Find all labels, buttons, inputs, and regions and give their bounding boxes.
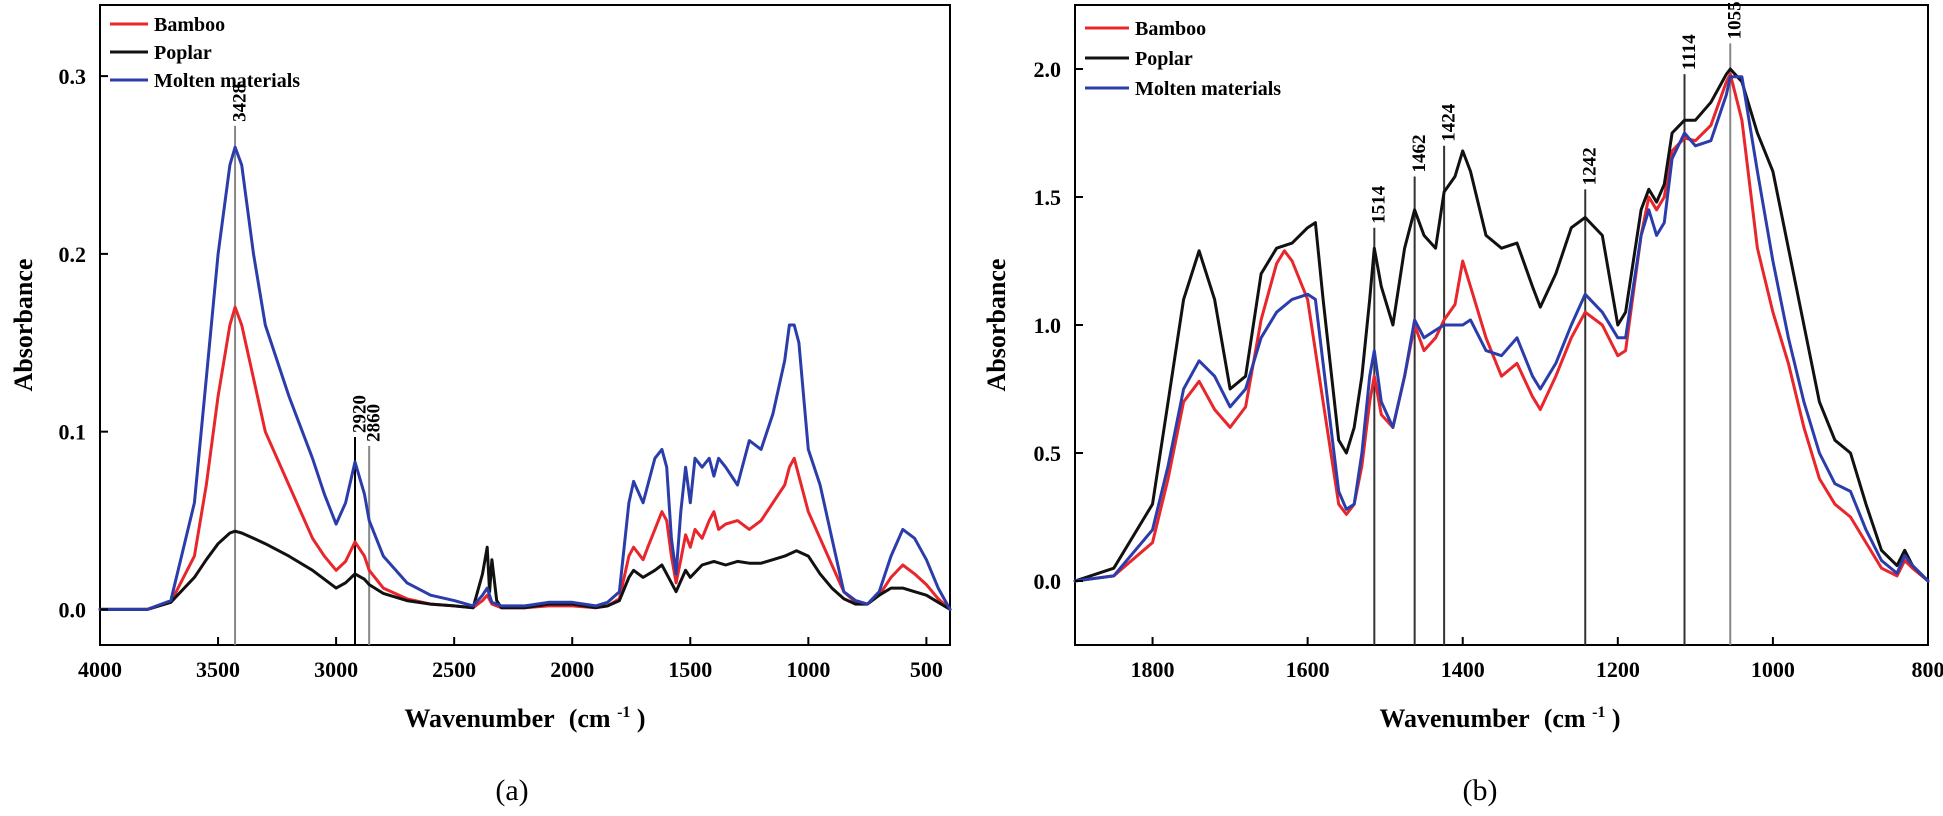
annotation-label-1462: 1462 [1409,135,1430,173]
series-line-bamboo [1073,72,1930,583]
series-line-molten-materials [1073,75,1930,583]
x-tick-label: 1000 [786,657,830,682]
panel-b-chart: 1514 1462 1424 1242 1114 1055 1800 1600 1400 120… [982,1,1943,807]
annotation-label-2860: 2860 [364,404,385,442]
x-tick-label: 4000 [78,657,122,682]
legend-label-poplar: Poplar [154,42,212,64]
x-tick-label: 1000 [1751,657,1795,682]
annotation-label-1055: 1055 [1725,1,1746,39]
x-tick-label: 2000 [550,657,594,682]
x-tick-label: 2500 [432,657,476,682]
legend-label-molten-materials: Molten materials [154,70,300,92]
series-line-poplar [1073,67,1930,583]
legend-label-bamboo: Bamboo [154,14,225,36]
panel-b-series [1073,67,1930,583]
annotation-label-2920: 2920 [349,395,370,433]
x-tick-label: 1400 [1441,657,1485,682]
panel-b-y-axis-title: Absorbance [982,259,1011,392]
x-tick-label: 1200 [1596,657,1640,682]
legend-label-bamboo: Bamboo [1135,18,1206,40]
y-tick-label: 0.0 [1034,569,1062,594]
series-line-bamboo [98,305,952,611]
panel-a-x-axis-title-main: Wavenumber [404,704,554,733]
legend-label-poplar: Poplar [1135,48,1193,70]
y-tick-label: 0.3 [59,64,87,89]
x-tick-label: 1800 [1131,657,1175,682]
x-tick-label: 500 [910,657,943,682]
x-tick-label: 800 [1912,657,1943,682]
legend-label-molten-materials: Molten materials [1135,78,1281,100]
y-tick-label: 2.0 [1034,57,1062,82]
annotation-label-1114: 1114 [1679,34,1700,70]
y-tick-label: 0.0 [59,597,87,622]
y-tick-label: 0.1 [59,420,87,445]
panel-a-x-axis-title: Wavenumber (cm -1 ) [404,694,645,733]
panel-a-plot-frame [99,4,951,646]
annotation-label-3428: 3428 [229,84,250,122]
panel-b-ticks: 1800 1600 1400 1200 1000 800 0.0 0.5 1.0 1.5 2.0 [1034,57,1943,682]
x-tick-label: 1500 [668,657,712,682]
panel-b-x-axis-title-sup: -1 [1592,704,1605,721]
series-line-molten-materials [98,145,952,611]
annotation-label-1242: 1242 [1580,147,1601,185]
panel-b-x-axis-title: Wavenumber (cm -1 ) [1379,694,1620,733]
panel-a-caption: (a) [495,774,528,807]
panel-a-x-axis-title-sup: -1 [617,704,630,721]
panel-b-annotations: 1514 1462 1424 1242 1114 1055 [1369,1,1746,645]
panel-a-legend: Bamboo Poplar Molten materials [110,14,300,92]
annotation-label-1514: 1514 [1369,185,1390,224]
panel-b-plot-frame [1074,4,1929,646]
y-tick-label: 1.5 [1034,185,1062,210]
annotation-label-1424: 1424 [1438,103,1459,142]
series-line-poplar [98,529,952,611]
x-tick-label: 3500 [196,657,240,682]
y-tick-label: 0.2 [59,242,87,267]
panel-a-x-axis-title-unit: (cm [569,704,611,733]
panel-b-legend: Bamboo Poplar Molten materials [1085,18,1281,100]
panel-a-x-axis-title-close: ) [637,704,646,733]
panel-a-y-axis-title: Absorbance [9,259,38,392]
panel-b-caption: (b) [1463,774,1498,807]
y-tick-label: 1.0 [1034,313,1062,338]
y-tick-label: 0.5 [1034,441,1062,466]
x-tick-label: 1600 [1286,657,1330,682]
x-tick-label: 3000 [314,657,358,682]
panel-a-series [98,145,952,611]
panel-b-x-axis-title-close: ) [1612,704,1621,733]
panel-a-ticks: 4000 3500 3000 2500 2000 1500 1000 500 0.0 0.1 0.2… [59,64,943,682]
panel-b-x-axis-title-unit: (cm [1544,704,1586,733]
panel-b-x-axis-title-main: Wavenumber [1379,704,1529,733]
